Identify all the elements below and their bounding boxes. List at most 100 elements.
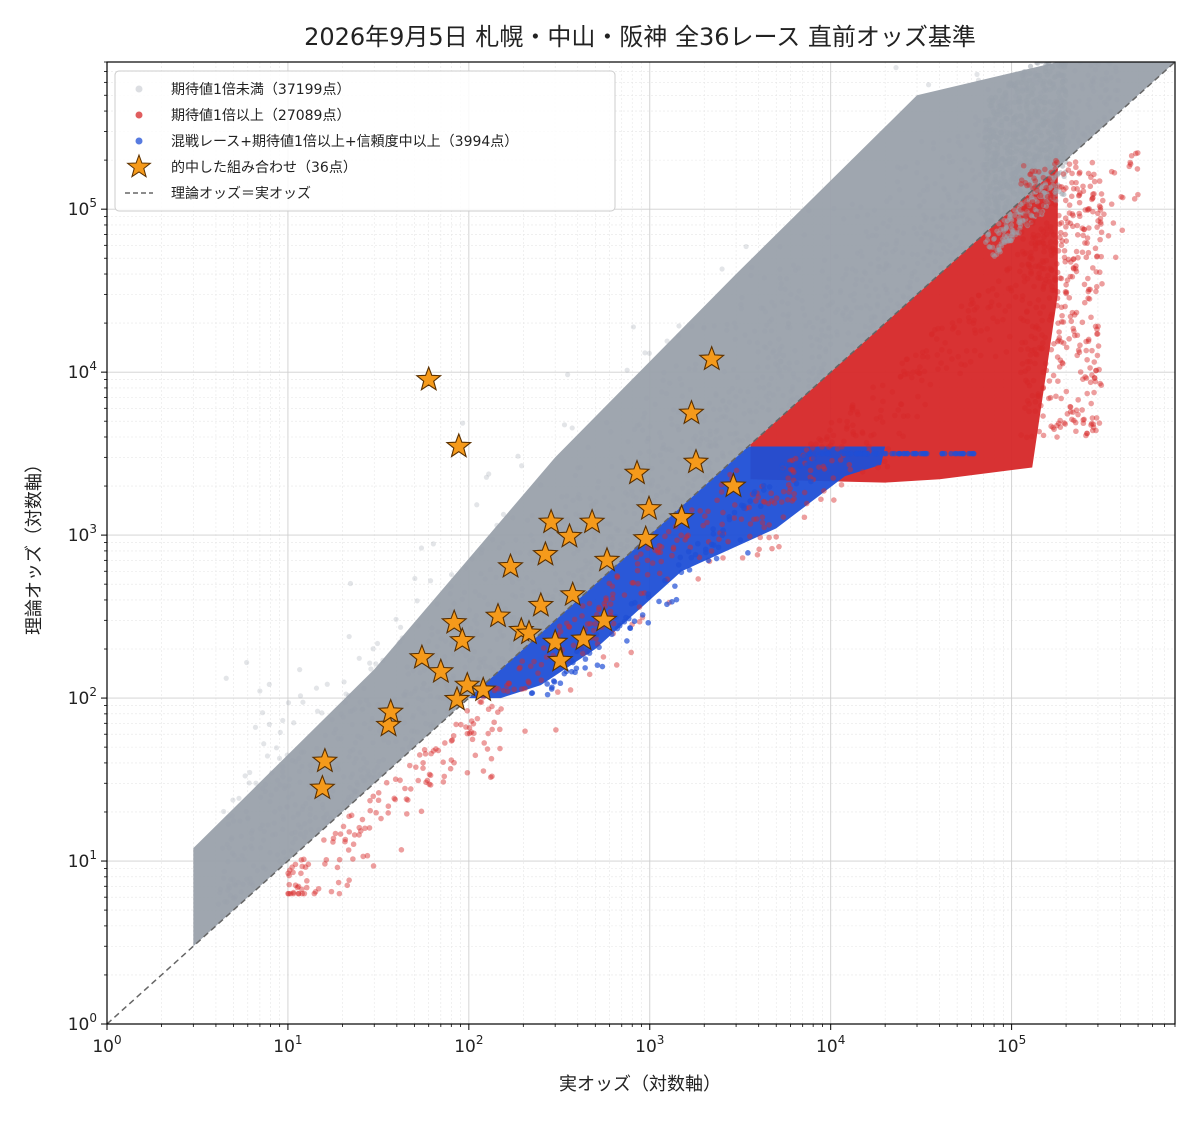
gray-point <box>330 788 336 794</box>
gray-point <box>423 721 429 727</box>
gray-point <box>766 407 772 413</box>
gray-point <box>666 446 672 452</box>
blue-point <box>594 662 601 668</box>
gray-point <box>881 309 887 315</box>
gray-point <box>281 849 287 855</box>
gray-point <box>980 184 987 190</box>
red-point <box>683 534 690 540</box>
gray-point <box>280 816 287 822</box>
gray-point <box>1072 130 1078 136</box>
blue-point <box>862 450 868 457</box>
gray-point <box>1000 168 1006 174</box>
gray-point <box>667 380 673 386</box>
red-point <box>1067 408 1074 415</box>
gray-point <box>226 885 232 891</box>
gray-point <box>601 521 607 527</box>
gray-point <box>1089 79 1096 85</box>
gray-point <box>641 484 647 490</box>
red-point <box>1088 400 1094 407</box>
red-point <box>1029 220 1036 227</box>
gray-point <box>1075 116 1081 123</box>
gray-point <box>928 242 934 248</box>
gray-point <box>486 471 492 477</box>
gray-point <box>235 857 242 863</box>
gray-point <box>819 369 825 376</box>
red-point <box>654 547 661 553</box>
gray-point <box>970 220 976 226</box>
red-point <box>322 861 328 867</box>
gray-point <box>1088 82 1094 88</box>
red-point <box>635 580 641 587</box>
gray-point <box>925 82 932 88</box>
gray-point <box>297 779 303 785</box>
gray-point <box>794 395 800 401</box>
red-point <box>685 532 691 539</box>
gray-point <box>270 832 276 838</box>
hit-star <box>678 399 705 425</box>
gray-point <box>357 749 363 756</box>
gray-point <box>1011 191 1017 197</box>
gray-point <box>938 233 945 239</box>
gray-point <box>904 284 911 290</box>
red-point <box>898 401 905 408</box>
legend-label: 的中した組み合わせ（36点） <box>171 160 357 176</box>
red-point <box>889 389 896 395</box>
gray-point <box>298 749 305 756</box>
red-point <box>1046 244 1052 250</box>
gray-point <box>1067 109 1073 115</box>
gray-point <box>914 231 920 237</box>
gray-point <box>896 186 903 193</box>
gray-point <box>529 557 536 563</box>
red-point <box>1032 351 1039 357</box>
red-point <box>1037 192 1044 199</box>
gray-point <box>258 845 264 851</box>
hit-star <box>623 459 651 485</box>
red-point <box>1025 261 1031 267</box>
gray-point <box>834 329 840 335</box>
gray-point <box>834 332 840 338</box>
gray-point <box>837 288 844 294</box>
gray-point <box>245 815 251 821</box>
gray-point <box>565 372 571 378</box>
gray-point <box>1115 87 1121 94</box>
gray-point <box>987 135 994 141</box>
gray-point <box>613 526 619 532</box>
gray-point <box>460 420 466 426</box>
blue-point <box>678 569 685 576</box>
red-point <box>593 636 599 642</box>
gray-point <box>701 473 707 479</box>
red-point <box>330 839 336 845</box>
gray-point <box>868 314 874 320</box>
gray-point <box>631 426 638 432</box>
gray-point <box>289 757 295 764</box>
gray-point <box>1045 164 1051 170</box>
gray-point <box>482 655 488 661</box>
red-point <box>984 326 990 332</box>
blue-point <box>760 482 767 489</box>
gray-point <box>909 273 915 280</box>
legend-label: 期待値1倍以上（27089点） <box>171 108 350 124</box>
gray-point <box>794 295 800 301</box>
red-point <box>1070 265 1077 271</box>
gray-point <box>590 501 597 507</box>
red-point <box>927 381 934 388</box>
red-point <box>1055 337 1062 343</box>
gray-point <box>867 305 873 312</box>
gray-point <box>292 802 298 808</box>
red-point <box>884 463 891 470</box>
gray-point <box>415 729 421 735</box>
gray-point <box>914 260 921 266</box>
gray-point <box>842 304 849 310</box>
gray-point <box>1063 159 1069 165</box>
red-point <box>878 407 884 414</box>
gray-point <box>1035 146 1041 152</box>
red-point <box>1028 264 1034 271</box>
hit-star-layer <box>309 345 747 800</box>
red-point <box>1034 187 1040 194</box>
gray-point <box>786 321 792 327</box>
red-point <box>1081 416 1087 423</box>
gray-point <box>228 876 234 882</box>
red-point <box>1027 253 1034 260</box>
gray-point <box>1112 87 1119 93</box>
gray-point <box>1001 217 1007 223</box>
